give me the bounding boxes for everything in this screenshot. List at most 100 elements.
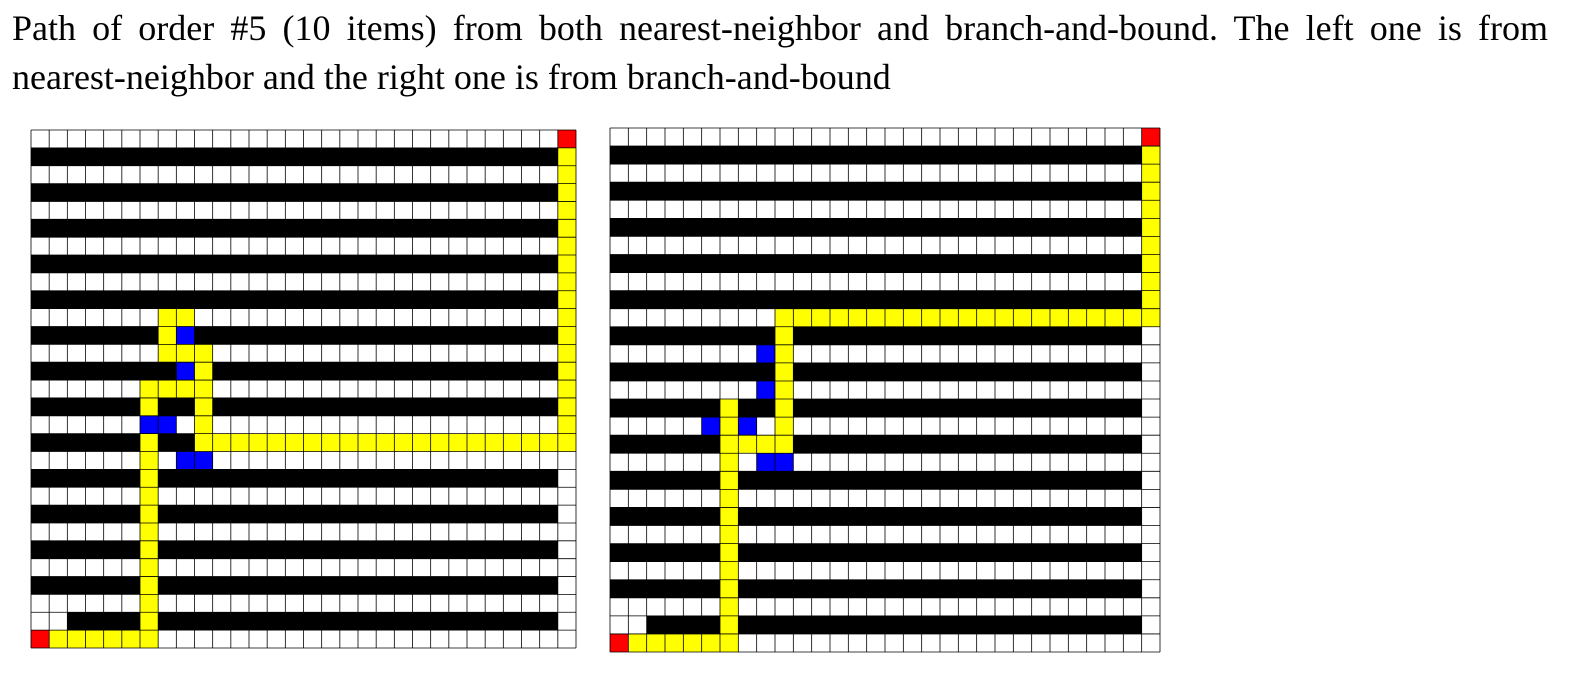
shelf-cell xyxy=(610,254,629,273)
shelf-cell xyxy=(848,543,867,562)
shelf-cell xyxy=(885,543,904,562)
shelf-cell xyxy=(1050,615,1069,634)
shelf-cell xyxy=(701,399,720,418)
path-cell xyxy=(557,326,576,345)
shelf-cell xyxy=(521,505,540,523)
shelf-cell xyxy=(610,290,629,309)
path-cell xyxy=(176,380,195,398)
shelf-cell xyxy=(448,147,467,166)
shelf-cell xyxy=(958,218,977,237)
shelf-cell xyxy=(103,255,122,273)
shelf-cell xyxy=(249,255,268,273)
shelf-cell xyxy=(485,362,504,381)
shelf-cell xyxy=(249,612,268,631)
shelf-cell xyxy=(683,579,702,598)
shelf-cell xyxy=(995,182,1014,201)
shelf-cell xyxy=(976,218,995,237)
shelf-cell xyxy=(738,615,757,634)
shelf-cell xyxy=(610,399,629,418)
shelf-cell xyxy=(249,183,268,202)
shelf-cell xyxy=(521,147,540,166)
shelf-cell xyxy=(1105,615,1124,634)
shelf-cell xyxy=(976,182,995,201)
shelf-cell xyxy=(885,146,904,165)
shelf-cell xyxy=(701,362,720,381)
shelf-cell xyxy=(31,326,50,345)
shelf-cell xyxy=(793,218,812,237)
shelf-cell xyxy=(376,576,395,595)
shelf-cell xyxy=(940,326,959,345)
shelf-cell xyxy=(830,579,849,598)
shelf-cell xyxy=(940,146,959,165)
shelf-cell xyxy=(665,218,684,237)
item-cell xyxy=(194,451,213,470)
item-cell xyxy=(176,362,195,381)
shelf-cell xyxy=(448,255,467,273)
shelf-cell xyxy=(1105,182,1124,201)
shelf-cell xyxy=(321,183,340,202)
figure-caption: Path of order #5 (10 items) from both ne… xyxy=(12,8,1548,97)
shelf-cell xyxy=(521,290,540,309)
shelf-cell xyxy=(176,469,195,488)
shelf-cell xyxy=(212,469,231,488)
shelf-cell xyxy=(1013,290,1032,309)
shelf-cell xyxy=(394,326,413,345)
shelf-cell xyxy=(1013,182,1032,201)
shelf-cell xyxy=(738,218,757,237)
shelf-cell xyxy=(394,147,413,166)
shelf-cell xyxy=(628,290,647,309)
shelf-cell xyxy=(467,362,486,381)
shelf-cell xyxy=(140,219,159,238)
path-cell xyxy=(194,380,213,398)
shelf-cell xyxy=(903,254,922,273)
shelf-cell xyxy=(103,326,122,345)
path-cell xyxy=(720,633,739,652)
shelf-cell xyxy=(503,505,522,523)
shelf-cell xyxy=(358,612,377,631)
shelf-cell xyxy=(121,397,140,416)
shelf-cell xyxy=(848,435,867,454)
shelf-cell xyxy=(67,612,86,631)
shelf-cell xyxy=(720,326,739,345)
shelf-cell xyxy=(321,147,340,166)
shelf-cell xyxy=(194,255,213,273)
shelf-cell xyxy=(358,326,377,345)
shelf-cell xyxy=(67,147,86,166)
path-cell xyxy=(140,576,159,595)
shelf-cell xyxy=(665,146,684,165)
shelf-cell xyxy=(1013,579,1032,598)
shelf-cell xyxy=(1068,326,1087,345)
path-cell xyxy=(720,399,739,418)
shelf-cell xyxy=(775,182,794,201)
shelf-cell xyxy=(1123,218,1142,237)
path-cell xyxy=(194,397,213,416)
shelf-cell xyxy=(995,218,1014,237)
path-cell xyxy=(539,433,558,452)
shelf-cell xyxy=(830,507,849,526)
shelf-cell xyxy=(285,576,304,595)
shelf-cell xyxy=(1068,254,1087,273)
shelf-cell xyxy=(756,182,775,201)
path-cell xyxy=(267,433,286,452)
shelf-cell xyxy=(503,255,522,273)
path-cell xyxy=(376,433,395,452)
path-cell xyxy=(775,435,794,454)
shelf-cell xyxy=(448,290,467,309)
shelf-cell xyxy=(230,362,249,381)
shelf-cell xyxy=(720,218,739,237)
shelf-cell xyxy=(665,362,684,381)
shelf-cell xyxy=(67,326,86,345)
shelf-cell xyxy=(85,183,104,202)
shelf-cell xyxy=(940,362,959,381)
shelf-cell xyxy=(321,397,340,416)
shelf-cell xyxy=(394,576,413,595)
shelf-cell xyxy=(811,399,830,418)
shelf-cell xyxy=(848,218,867,237)
shelf-cell xyxy=(67,219,86,238)
shelf-cell xyxy=(921,615,940,634)
shelf-cell xyxy=(376,290,395,309)
shelf-cell xyxy=(756,507,775,526)
shelf-cell xyxy=(830,254,849,273)
shelf-cell xyxy=(1123,471,1142,490)
path-cell xyxy=(720,417,739,436)
